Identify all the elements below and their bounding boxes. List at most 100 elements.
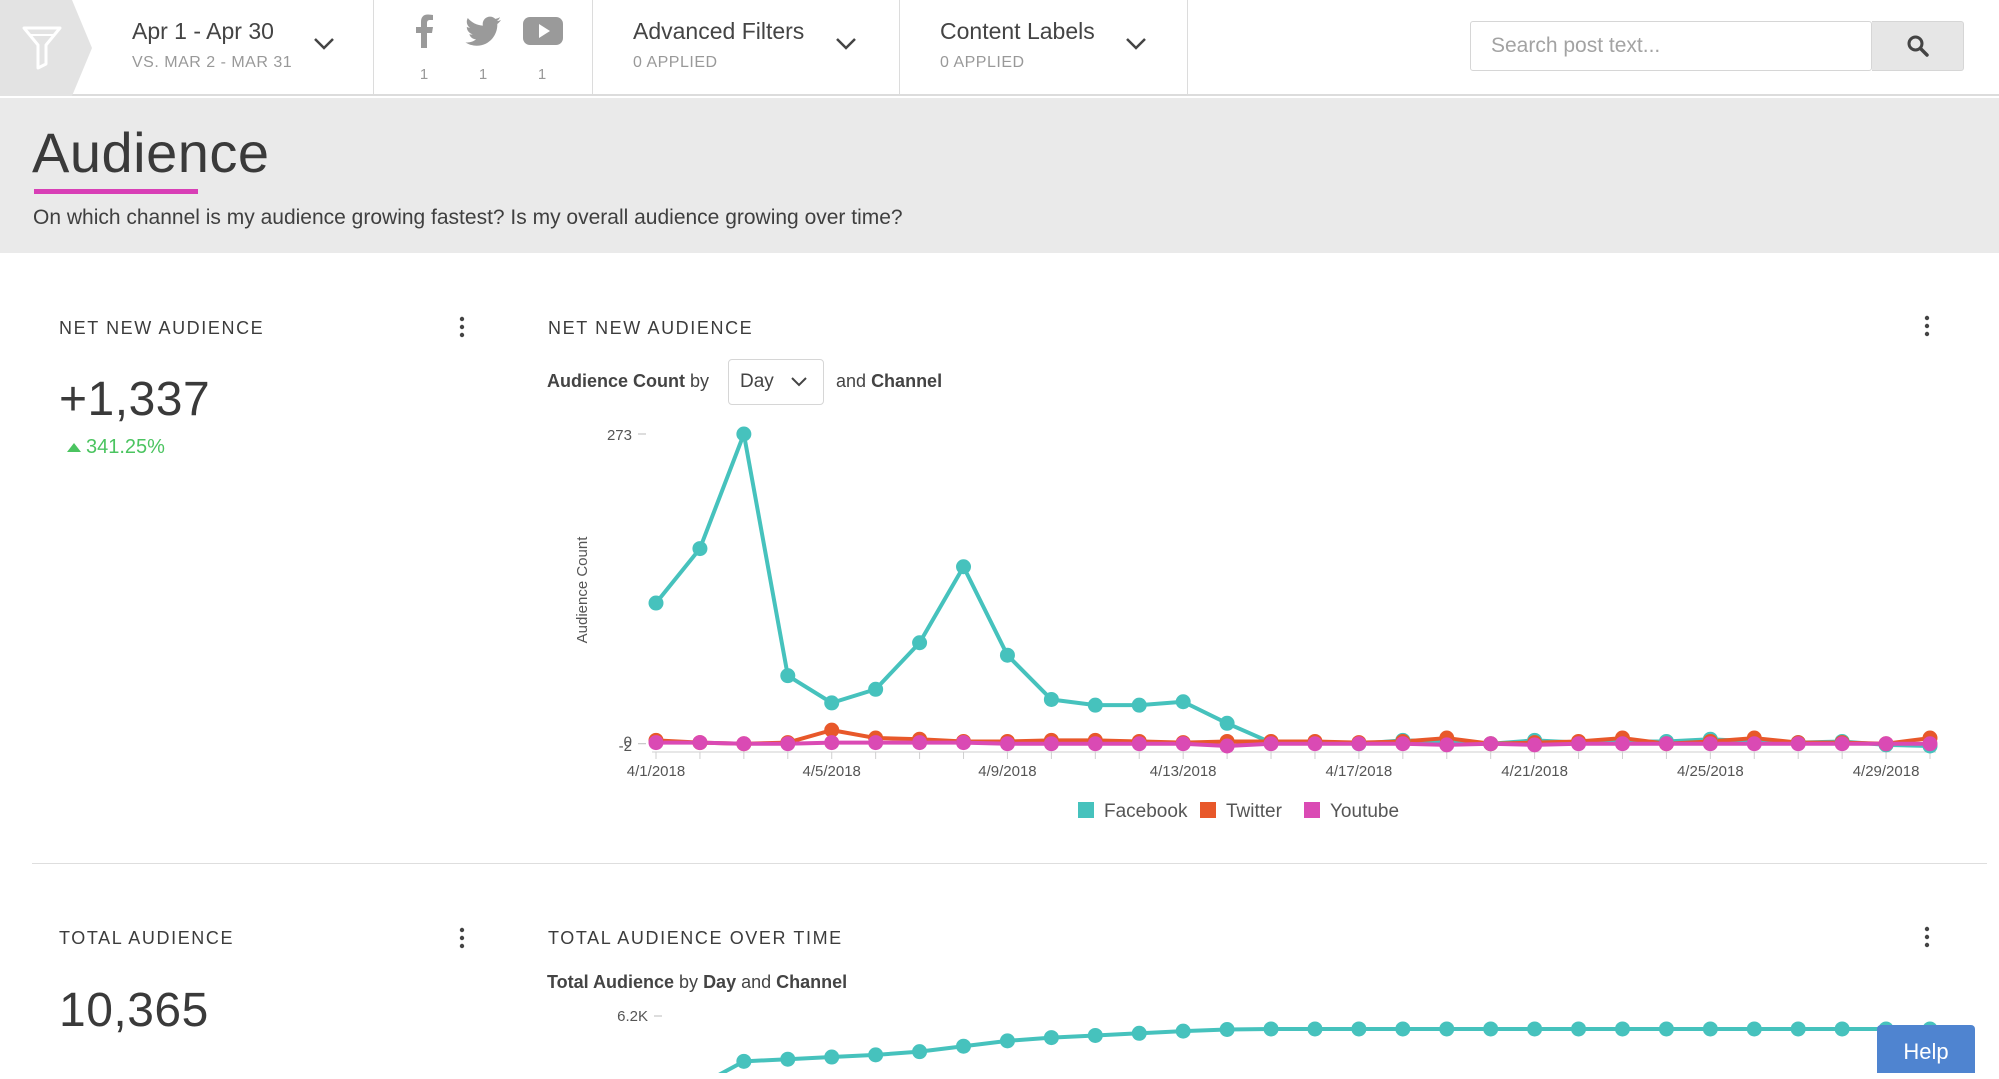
data-point-youtube bbox=[824, 735, 840, 751]
facebook-icon[interactable] bbox=[414, 14, 434, 48]
advanced-filters-label: Advanced Filters bbox=[633, 18, 805, 44]
series-line-facebook bbox=[654, 432, 1931, 748]
search-field-wrapper bbox=[1470, 21, 1873, 71]
data-point-facebook bbox=[736, 1053, 752, 1069]
series-line-facebook bbox=[718, 1026, 1930, 1073]
data-point-youtube bbox=[1746, 736, 1762, 752]
data-point-facebook bbox=[1483, 1021, 1499, 1037]
data-point-facebook bbox=[1219, 1022, 1235, 1037]
x-tick-label: 4/1/2018 bbox=[627, 763, 685, 780]
data-point-facebook bbox=[1087, 1027, 1103, 1043]
data-point-facebook bbox=[824, 695, 840, 711]
data-point-facebook bbox=[780, 668, 796, 684]
data-point-youtube bbox=[1790, 736, 1806, 752]
series-line-youtube bbox=[656, 740, 1930, 748]
chevron-down-icon bbox=[314, 38, 334, 50]
interval-name: Day bbox=[703, 972, 737, 992]
data-point-facebook bbox=[1219, 715, 1235, 731]
y-tick-label: -2 bbox=[619, 738, 632, 755]
data-point-youtube bbox=[1395, 736, 1411, 752]
filter-toggle-tab[interactable] bbox=[0, 0, 92, 96]
data-point-facebook bbox=[868, 681, 884, 697]
facebook-count: 1 bbox=[419, 66, 429, 83]
x-tick-label: 4/29/2018 bbox=[1853, 763, 1920, 780]
data-point-facebook bbox=[1614, 1021, 1630, 1037]
page-subtitle: On which channel is my audience growing … bbox=[33, 206, 903, 229]
by-label: by bbox=[690, 371, 710, 391]
x-tick-label: 4/13/2018 bbox=[1150, 763, 1217, 780]
y-axis-label: Audience Count bbox=[574, 536, 591, 644]
help-button[interactable]: Help bbox=[1877, 1025, 1975, 1073]
data-point-youtube bbox=[999, 736, 1015, 752]
data-point-facebook bbox=[1263, 1021, 1279, 1037]
more-options-icon[interactable] bbox=[1921, 315, 1933, 337]
chevron-down-icon bbox=[791, 377, 807, 387]
youtube-count: 1 bbox=[537, 66, 547, 83]
data-point-youtube bbox=[648, 735, 664, 751]
total-chart-description: Total Audience by Day and Channel bbox=[547, 972, 847, 993]
data-point-facebook bbox=[956, 559, 972, 575]
data-point-facebook bbox=[1043, 1030, 1059, 1046]
chevron-down-icon bbox=[1126, 38, 1146, 50]
data-point-youtube bbox=[1614, 736, 1630, 752]
total-audience-line-chart: 6.2K bbox=[617, 1008, 1938, 1073]
data-point-youtube bbox=[780, 736, 796, 752]
data-point-youtube bbox=[692, 735, 708, 751]
date-range-label: Apr 1 - Apr 30 bbox=[132, 18, 274, 44]
x-tick-label: 4/25/2018 bbox=[1677, 763, 1744, 780]
chart-group-description: and Channel bbox=[836, 371, 942, 392]
data-point-facebook bbox=[912, 1044, 928, 1060]
data-point-youtube bbox=[1483, 736, 1499, 752]
data-point-facebook bbox=[1175, 1023, 1191, 1039]
data-point-youtube bbox=[868, 735, 884, 751]
data-point-facebook bbox=[1746, 1021, 1762, 1037]
data-point-facebook bbox=[1527, 1021, 1543, 1037]
page-title: Audience bbox=[32, 121, 270, 184]
twitter-icon[interactable] bbox=[464, 16, 502, 46]
advanced-filters-count: 0 APPLIED bbox=[633, 54, 718, 71]
data-point-youtube bbox=[956, 735, 972, 751]
date-range-picker[interactable]: Apr 1 - Apr 30 VS. MAR 2 - MAR 31 bbox=[92, 0, 374, 96]
advanced-filters-dropdown[interactable]: Advanced Filters 0 APPLIED bbox=[593, 0, 900, 96]
more-options-icon[interactable] bbox=[1921, 926, 1933, 948]
content-labels-count: 0 APPLIED bbox=[940, 54, 1025, 71]
x-tick-label: 4/21/2018 bbox=[1501, 763, 1568, 780]
data-point-youtube bbox=[1878, 736, 1894, 752]
content-labels-dropdown[interactable]: Content Labels 0 APPLIED bbox=[900, 0, 1188, 96]
net-new-audience-chart-title: NET NEW AUDIENCE bbox=[548, 318, 754, 338]
and-label: and bbox=[741, 972, 772, 992]
more-options-icon[interactable] bbox=[456, 316, 468, 338]
data-point-facebook bbox=[648, 595, 664, 611]
legend-swatch-twitter bbox=[1200, 802, 1216, 818]
compare-range-label: VS. MAR 2 - MAR 31 bbox=[132, 54, 293, 71]
data-point-youtube bbox=[1702, 736, 1718, 752]
data-point-facebook bbox=[1395, 1021, 1411, 1037]
data-point-facebook bbox=[1043, 691, 1059, 707]
chart-metric-description: Audience Count by bbox=[547, 371, 709, 392]
data-point-facebook bbox=[1307, 1021, 1323, 1037]
data-point-facebook bbox=[1131, 697, 1147, 713]
by-label: by bbox=[679, 972, 699, 992]
data-point-facebook bbox=[692, 541, 708, 557]
data-point-facebook bbox=[736, 426, 752, 442]
data-point-youtube bbox=[1658, 736, 1674, 752]
data-point-facebook bbox=[956, 1038, 972, 1054]
search-button[interactable] bbox=[1872, 21, 1964, 71]
data-point-facebook bbox=[1439, 1021, 1455, 1037]
x-tick-label: 4/17/2018 bbox=[1326, 763, 1393, 780]
data-point-facebook bbox=[912, 635, 928, 651]
interval-dropdown[interactable]: Day bbox=[728, 359, 824, 405]
social-channel-filter[interactable]: 1 1 1 bbox=[374, 0, 593, 96]
legend-swatch-youtube bbox=[1304, 802, 1320, 818]
net-new-audience-line-chart: 273 -20 Audience Count 4/1/2018 4/5/2018 4/9/… bbox=[574, 426, 1938, 822]
data-point-youtube bbox=[1043, 736, 1059, 752]
total-audience-value: 10,365 bbox=[59, 984, 209, 1037]
youtube-icon[interactable] bbox=[522, 16, 564, 46]
data-point-facebook bbox=[1351, 1021, 1367, 1037]
x-tick-label: 4/9/2018 bbox=[978, 763, 1036, 780]
data-point-youtube bbox=[1527, 737, 1543, 753]
more-options-icon[interactable] bbox=[456, 927, 468, 949]
data-point-youtube bbox=[1219, 738, 1235, 754]
search-input[interactable] bbox=[1471, 22, 1873, 70]
data-point-youtube bbox=[1087, 736, 1103, 752]
